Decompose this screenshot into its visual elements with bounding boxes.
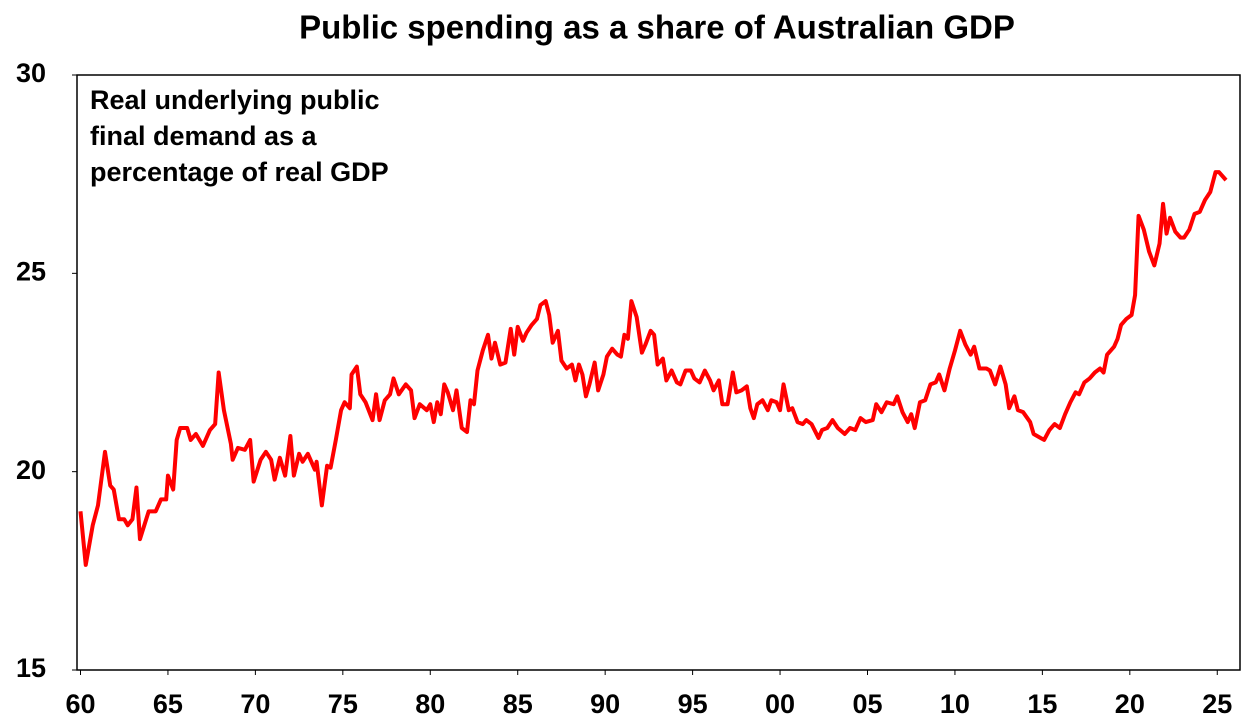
chart-title: Public spending as a share of Australian…	[299, 9, 1015, 46]
x-tick-label: 95	[678, 689, 708, 719]
annotation: percentage of real GDP	[90, 157, 389, 187]
x-tick-label: 70	[240, 689, 270, 719]
x-tick-label: 25	[1202, 689, 1232, 719]
plot-frame	[76, 74, 1241, 671]
y-tick-label: 15	[16, 653, 46, 683]
y-tick-label: 30	[16, 58, 46, 88]
x-tick-label: 80	[415, 689, 445, 719]
x-tick-label: 05	[852, 689, 882, 719]
y-tick-label: 20	[16, 455, 46, 485]
x-tick-label: 90	[590, 689, 620, 719]
x-tick-label: 15	[1027, 689, 1057, 719]
x-tick-label: 00	[765, 689, 795, 719]
annotation: final demand as a	[90, 121, 318, 151]
annotation: Real underlying public	[90, 85, 380, 115]
x-tick-label: 60	[65, 689, 95, 719]
x-tick-label: 65	[153, 689, 183, 719]
x-tick-label: 20	[1115, 689, 1145, 719]
x-tick-label: 10	[940, 689, 970, 719]
x-tick-label: 75	[328, 689, 358, 719]
y-tick-label: 25	[16, 256, 46, 286]
data-line	[78, 170, 1228, 567]
x-tick-label: 85	[503, 689, 533, 719]
